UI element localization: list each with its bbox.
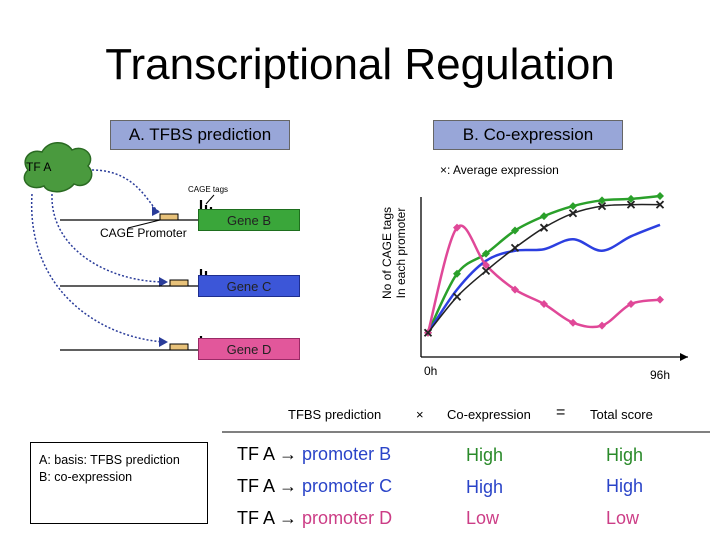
score-row-2: TF A → promoter C xyxy=(237,476,392,497)
chart-point-2-8 xyxy=(656,295,664,304)
chart-series-line-1 xyxy=(426,223,661,334)
chart-point-3-7 xyxy=(626,200,636,209)
gene-d-label: Gene D xyxy=(226,341,272,357)
chart-point-2-4 xyxy=(540,300,548,308)
chart-point-3-2 xyxy=(481,266,491,276)
tf-arrow-to-c xyxy=(51,193,166,283)
chart-ylabel: No of CAGE tags In each promoter xyxy=(380,188,408,318)
cage-promoter-label: CAGE Promoter xyxy=(100,226,187,240)
row-3-tf: TF A xyxy=(237,508,275,528)
chart-point-0-5 xyxy=(569,202,577,211)
gene-d-box: Gene D xyxy=(198,338,300,360)
chart-point-3-6 xyxy=(597,201,607,211)
binding-site-d xyxy=(169,343,189,351)
binding-site-c xyxy=(169,279,189,287)
tf-arrow-to-d xyxy=(31,193,166,343)
chart-point-3-3 xyxy=(510,243,520,252)
tf-cloud-shape xyxy=(23,142,93,193)
header-times: × xyxy=(416,407,424,422)
chart-point-3-8 xyxy=(655,200,665,209)
header-tfbs: TFBS prediction xyxy=(288,407,382,422)
row-2-tf: TF A xyxy=(237,476,275,496)
chart-point-2-5 xyxy=(569,318,577,327)
chart-point-0-4 xyxy=(540,212,548,221)
chart-series-line-2 xyxy=(426,224,661,334)
row-1-coexp: High xyxy=(466,445,504,465)
gene-b-label: Gene B xyxy=(226,212,272,228)
row-2-coexp: High xyxy=(466,477,504,497)
chart-ylabel-line2: In each promoter xyxy=(394,207,408,299)
chart-point-2-1 xyxy=(453,223,461,232)
panel-a-header: A. TFBS prediction xyxy=(110,120,290,150)
tf-arrow-to-b xyxy=(91,169,161,213)
chart-point-0-3 xyxy=(511,226,519,235)
row-1-tf: TF A xyxy=(237,444,275,464)
row-1-total: High xyxy=(606,445,644,465)
row-1-arrow: → xyxy=(279,444,298,464)
chart-series-group xyxy=(423,192,665,337)
basis-box: A: basis: TFBS prediction B: co-expressi… xyxy=(30,442,208,524)
chart-point-0-1 xyxy=(453,269,461,278)
score-row-1: TF A → promoter B xyxy=(237,444,391,465)
chart-x-start: 0h xyxy=(424,364,438,378)
chart-ylabel-line1: No of CAGE tags xyxy=(380,206,394,300)
chart-point-2-6 xyxy=(598,321,606,330)
header-total: Total score xyxy=(590,407,653,422)
gene-b-box: Gene B xyxy=(198,209,300,231)
tf-label: TF A xyxy=(26,160,52,174)
header-coexp: Co-expression xyxy=(447,407,531,422)
score-row-3: TF A → promoter D xyxy=(237,508,392,529)
row-1-promoter: promoter B xyxy=(302,444,392,464)
gene-c-box: Gene C xyxy=(198,275,300,297)
chart-point-2-3 xyxy=(511,285,519,294)
chart-point-0-8 xyxy=(656,192,664,200)
chart-x-end: 96h xyxy=(650,368,671,382)
row-2-arrow: → xyxy=(279,476,298,496)
average-expression-legend: ×: Average expression xyxy=(440,163,559,177)
row-3-arrow: → xyxy=(279,508,298,528)
chart-point-3-5 xyxy=(568,209,578,218)
gene-c-label: Gene C xyxy=(226,278,272,294)
header-equals: = xyxy=(556,404,566,421)
row-2-total: High xyxy=(606,476,644,496)
row-3-coexp: Low xyxy=(466,508,500,528)
chart-point-3-0 xyxy=(423,328,433,337)
basis-line-2: B: co-expression xyxy=(39,470,133,484)
chart-point-0-2 xyxy=(482,249,490,258)
basis-line-1: A: basis: TFBS prediction xyxy=(39,453,180,467)
row-2-promoter: promoter C xyxy=(302,476,393,496)
binding-site-b xyxy=(159,213,179,221)
chart-point-2-7 xyxy=(627,300,635,308)
cage-tags-label: CAGE tags xyxy=(188,185,229,194)
chart-point-3-4 xyxy=(539,223,549,232)
row-3-promoter: promoter D xyxy=(302,508,393,528)
panel-b-label: B. Co-expression xyxy=(462,125,594,144)
row-3-total: Low xyxy=(606,508,640,528)
page-title: Transcriptional Regulation xyxy=(105,40,615,89)
panel-a-label: A. TFBS prediction xyxy=(128,125,272,144)
panel-b-header: B. Co-expression xyxy=(433,120,623,150)
chart-point-3-1 xyxy=(452,292,462,301)
chart-point-0-7 xyxy=(627,194,635,203)
chart-point-0-6 xyxy=(598,196,606,205)
chart-point-2-2 xyxy=(482,261,490,270)
